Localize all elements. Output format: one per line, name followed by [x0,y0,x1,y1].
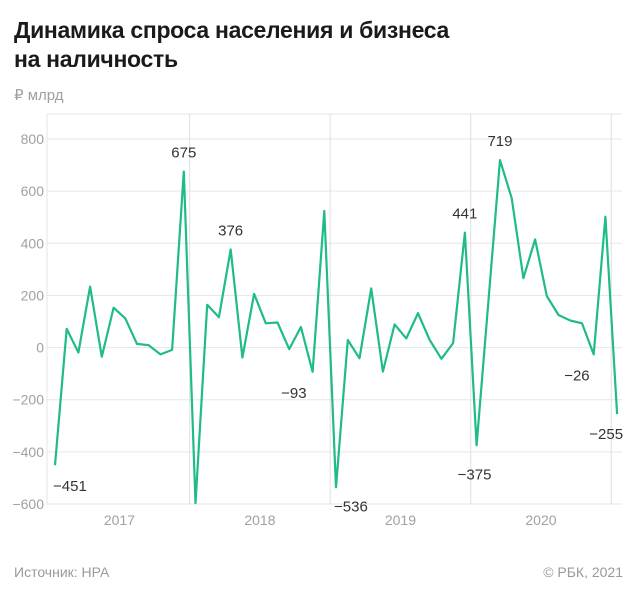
title-line-1: Динамика спроса населения и бизнеса [14,17,450,43]
y-tick-label: 0 [36,340,44,356]
data-label: 719 [487,133,512,150]
x-year-label: 2018 [244,512,275,528]
y-tick-label: 600 [21,183,45,199]
data-label: −93 [281,385,306,402]
x-year-label: 2020 [525,512,556,528]
source-note: Источник: НРА [14,564,110,580]
data-label: −536 [334,498,368,515]
title-line-2: на наличность [14,46,178,72]
y-tick-label: 400 [21,235,45,251]
data-label: −375 [458,466,492,483]
y-tick-label: 200 [21,287,45,303]
data-label: −451 [53,478,87,495]
copyright: © РБК, 2021 [543,564,623,580]
data-label: 376 [218,223,243,240]
x-year-label: 2019 [385,512,416,528]
data-label: −255 [589,426,623,443]
data-label: 675 [171,145,196,162]
chart-title: Динамика спроса населения и бизнеса на н… [14,16,449,74]
y-tick-label: −600 [12,496,44,512]
y-tick-label: −200 [12,392,44,408]
y-tick-label: −400 [12,444,44,460]
y-tick-label: 800 [21,131,45,147]
data-label: −26 [564,367,589,384]
data-label: 441 [452,206,477,223]
unit-label: ₽ млрд [14,87,64,104]
x-year-label: 2017 [104,512,135,528]
